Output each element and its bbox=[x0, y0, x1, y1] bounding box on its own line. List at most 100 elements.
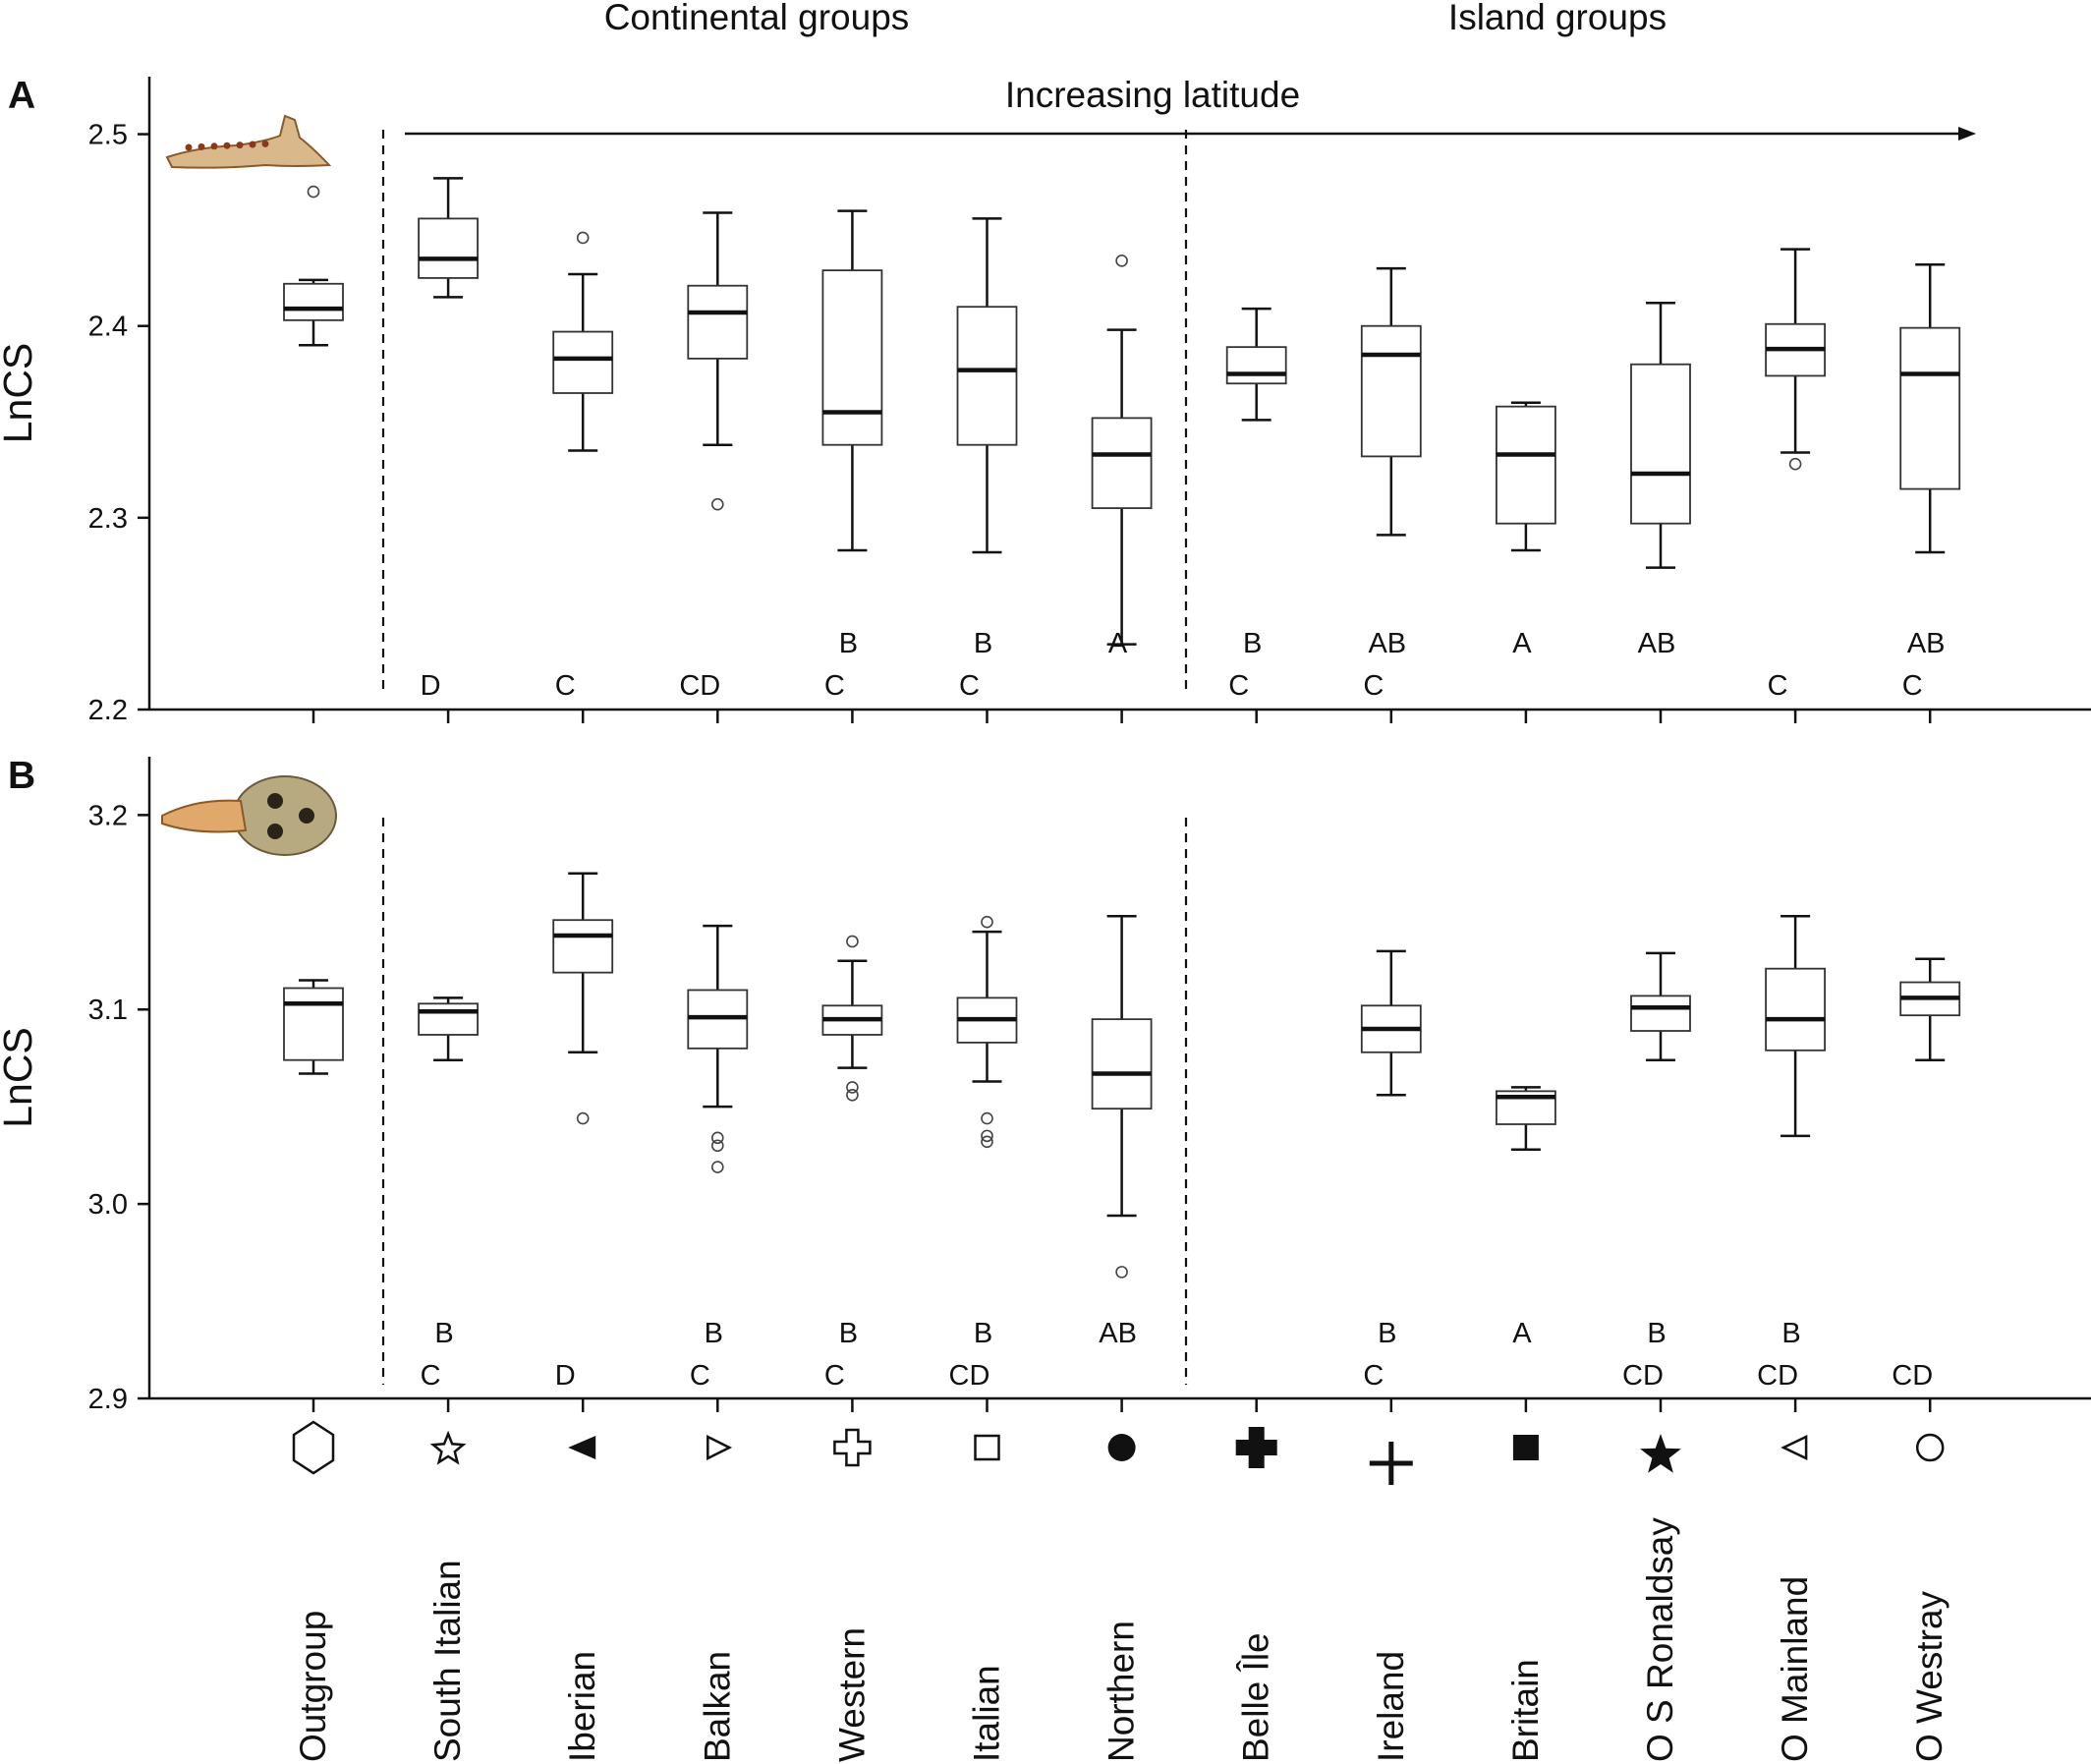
outlier-point bbox=[981, 1129, 993, 1143]
significance-letter: AB bbox=[1368, 628, 1406, 659]
significance-letter: B bbox=[974, 628, 992, 659]
category-label-italian: Italian bbox=[967, 1665, 1007, 1762]
tooth-mark bbox=[249, 141, 256, 148]
box-northern bbox=[1091, 255, 1153, 646]
outlier-point bbox=[576, 231, 590, 245]
box-body bbox=[687, 284, 749, 360]
category-label-outgroup: Outgroup bbox=[293, 1611, 333, 1762]
box-ireland bbox=[1360, 949, 1422, 1097]
significance-letter: D bbox=[421, 670, 441, 702]
y-tick-label: 2.3 bbox=[88, 503, 128, 535]
box-belle-le bbox=[1225, 307, 1287, 422]
arrow-head-icon bbox=[1958, 127, 1976, 141]
significance-letter: C bbox=[555, 670, 576, 702]
outlier-point bbox=[846, 935, 859, 948]
tooth-mark bbox=[236, 142, 244, 149]
significance-letter: AB bbox=[1907, 628, 1946, 659]
y-tick-label: 3.1 bbox=[88, 995, 128, 1026]
tooth-mark bbox=[261, 140, 269, 147]
y-tick-label: 3.2 bbox=[88, 800, 128, 831]
significance-letter: B bbox=[1378, 1318, 1396, 1349]
mandible-shape bbox=[165, 114, 332, 169]
significance-letter: C bbox=[690, 1360, 710, 1392]
box-o-westray bbox=[1899, 262, 1961, 554]
significance-letter: C bbox=[824, 1360, 845, 1392]
significance-letter: C bbox=[959, 670, 980, 702]
cross-outline-icon bbox=[833, 1428, 872, 1467]
box-balkan bbox=[687, 211, 749, 511]
outlier-point bbox=[710, 1131, 724, 1145]
category-label-o-westray: O Westray bbox=[1909, 1590, 1950, 1762]
y-tick-label: 2.4 bbox=[88, 312, 128, 343]
significance-letter: B bbox=[974, 1318, 992, 1349]
significance-letter: B bbox=[434, 1318, 453, 1349]
significance-letter: C bbox=[1363, 1360, 1384, 1392]
outlier-point bbox=[1115, 1266, 1128, 1279]
box-italian bbox=[956, 915, 1018, 1149]
skull-orbit bbox=[267, 793, 283, 809]
category-label-o-s-ronaldsay: O S Ronaldsay bbox=[1640, 1517, 1680, 1762]
circle-outline-icon bbox=[1915, 1433, 1945, 1462]
significance-letter: AB bbox=[1638, 628, 1676, 659]
category-label-western: Western bbox=[831, 1627, 872, 1762]
box-iberian bbox=[552, 231, 614, 452]
header-island: Island groups bbox=[1448, 0, 1667, 37]
category-label-northern: Northern bbox=[1102, 1621, 1142, 1762]
star-outline-icon bbox=[429, 1430, 467, 1465]
triangle-left-outline-icon bbox=[1780, 1435, 1808, 1460]
header-latitude: Increasing latitude bbox=[1005, 75, 1300, 115]
skull-orbit bbox=[267, 824, 283, 839]
category-label-balkan: Balkan bbox=[697, 1651, 737, 1762]
category-symbols bbox=[292, 1420, 1945, 1485]
square-filled-icon bbox=[1512, 1435, 1539, 1460]
outlier-point bbox=[710, 1139, 724, 1153]
skull-cranium bbox=[233, 775, 337, 856]
significance-letter: B bbox=[1781, 1318, 1800, 1349]
tooth-mark bbox=[223, 142, 231, 149]
panel-label: A bbox=[8, 75, 35, 117]
box-o-westray bbox=[1899, 957, 1961, 1061]
tooth-mark bbox=[210, 142, 218, 150]
box-body bbox=[552, 919, 614, 974]
box-northern bbox=[1091, 915, 1153, 1279]
outlier-point bbox=[307, 185, 320, 199]
hexagon-outline-icon bbox=[292, 1420, 335, 1475]
box-south-italian bbox=[418, 177, 480, 299]
header-continental: Continental groups bbox=[604, 0, 910, 37]
box-body bbox=[1496, 405, 1556, 525]
box-britain bbox=[1496, 1086, 1556, 1151]
significance-letter: D bbox=[555, 1360, 576, 1392]
square-outline-icon bbox=[974, 1434, 1000, 1461]
y-tick-label: 3.0 bbox=[88, 1189, 128, 1221]
outlier-point bbox=[576, 1111, 590, 1125]
box-body bbox=[1360, 324, 1422, 458]
box-britain bbox=[1496, 401, 1556, 552]
box-body bbox=[552, 330, 614, 394]
significance-letter: B bbox=[1647, 1318, 1666, 1349]
significance-letter: C bbox=[1228, 670, 1249, 702]
box-body bbox=[1225, 346, 1287, 385]
circle-filled-icon bbox=[1107, 1434, 1136, 1461]
tooth-mark bbox=[185, 143, 193, 151]
category-label-britain: Britain bbox=[1505, 1659, 1546, 1762]
triangle-left-filled-icon bbox=[568, 1436, 596, 1459]
skull-photo bbox=[161, 775, 337, 856]
significance-letter: B bbox=[839, 628, 858, 659]
box-o-mainland bbox=[1765, 915, 1826, 1138]
significance-letter: CD bbox=[949, 1360, 990, 1392]
box-italian bbox=[956, 217, 1018, 554]
outlier-point bbox=[981, 915, 993, 929]
category-label-o-mainland: O Mainland bbox=[1775, 1576, 1815, 1762]
significance-letter: CD bbox=[1757, 1360, 1798, 1392]
box-body bbox=[956, 306, 1018, 446]
outlier-point bbox=[710, 497, 724, 511]
category-label-belle-le: Belle Île bbox=[1236, 1632, 1276, 1762]
outlier-point bbox=[1788, 457, 1802, 471]
box-o-s-ronaldsay bbox=[1630, 951, 1691, 1061]
box-ireland bbox=[1360, 266, 1422, 537]
skull-snout bbox=[161, 799, 248, 833]
outlier-point bbox=[710, 1161, 724, 1173]
